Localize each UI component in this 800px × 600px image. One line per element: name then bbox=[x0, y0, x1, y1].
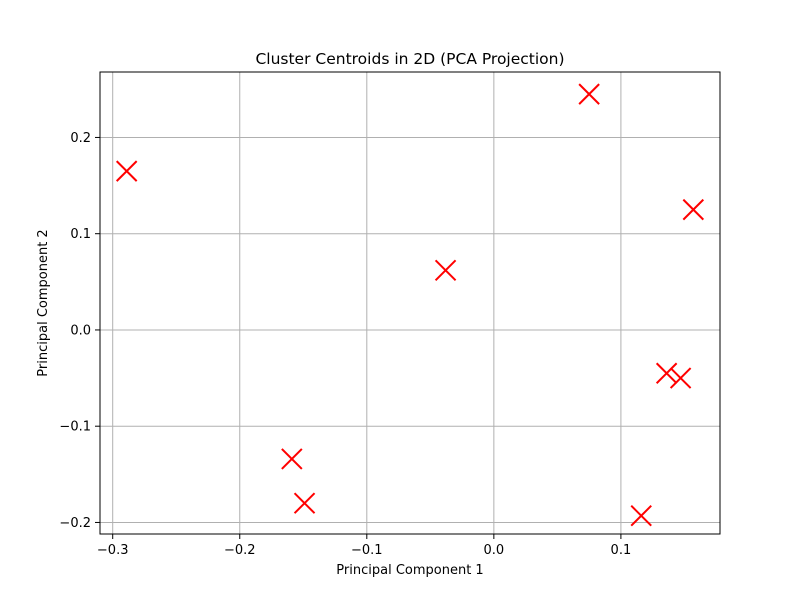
centroid-marker bbox=[669, 367, 692, 389]
x-axis-label: Principal Component 1 bbox=[336, 563, 483, 578]
centroid-marker bbox=[281, 448, 303, 470]
grid-lines bbox=[100, 72, 720, 534]
x-tick-label: −0.2 bbox=[224, 543, 256, 558]
y-tick-label: −0.2 bbox=[59, 516, 91, 531]
x-tick-label: 0.1 bbox=[611, 543, 632, 558]
centroid-marker bbox=[115, 160, 138, 182]
data-points bbox=[115, 83, 705, 527]
plot-area bbox=[100, 72, 720, 534]
centroid-marker bbox=[630, 505, 652, 527]
centroid-marker bbox=[578, 83, 600, 105]
centroid-marker bbox=[655, 362, 678, 384]
y-axis-label: Principal Component 2 bbox=[36, 229, 51, 376]
y-tick-label: 0.0 bbox=[70, 323, 91, 338]
y-tick-label: −0.1 bbox=[59, 420, 91, 435]
y-tick-label: 0.2 bbox=[70, 131, 91, 146]
centroid-marker bbox=[682, 198, 705, 221]
x-tick-label: −0.1 bbox=[351, 543, 383, 558]
centroid-marker bbox=[434, 259, 457, 281]
chart-title: Cluster Centroids in 2D (PCA Projection) bbox=[255, 50, 564, 68]
y-tick-label: 0.1 bbox=[70, 227, 91, 242]
x-tick-label: −0.3 bbox=[97, 543, 129, 558]
plot-frame bbox=[99, 71, 721, 535]
x-tick-label: 0.0 bbox=[484, 543, 505, 558]
axis-ticks: −0.3 −0.2 −0.1 0.0 0.1 −0.2 −0.1 0.0 0.1 0.2 bbox=[59, 131, 631, 558]
centroid-marker bbox=[293, 492, 316, 514]
